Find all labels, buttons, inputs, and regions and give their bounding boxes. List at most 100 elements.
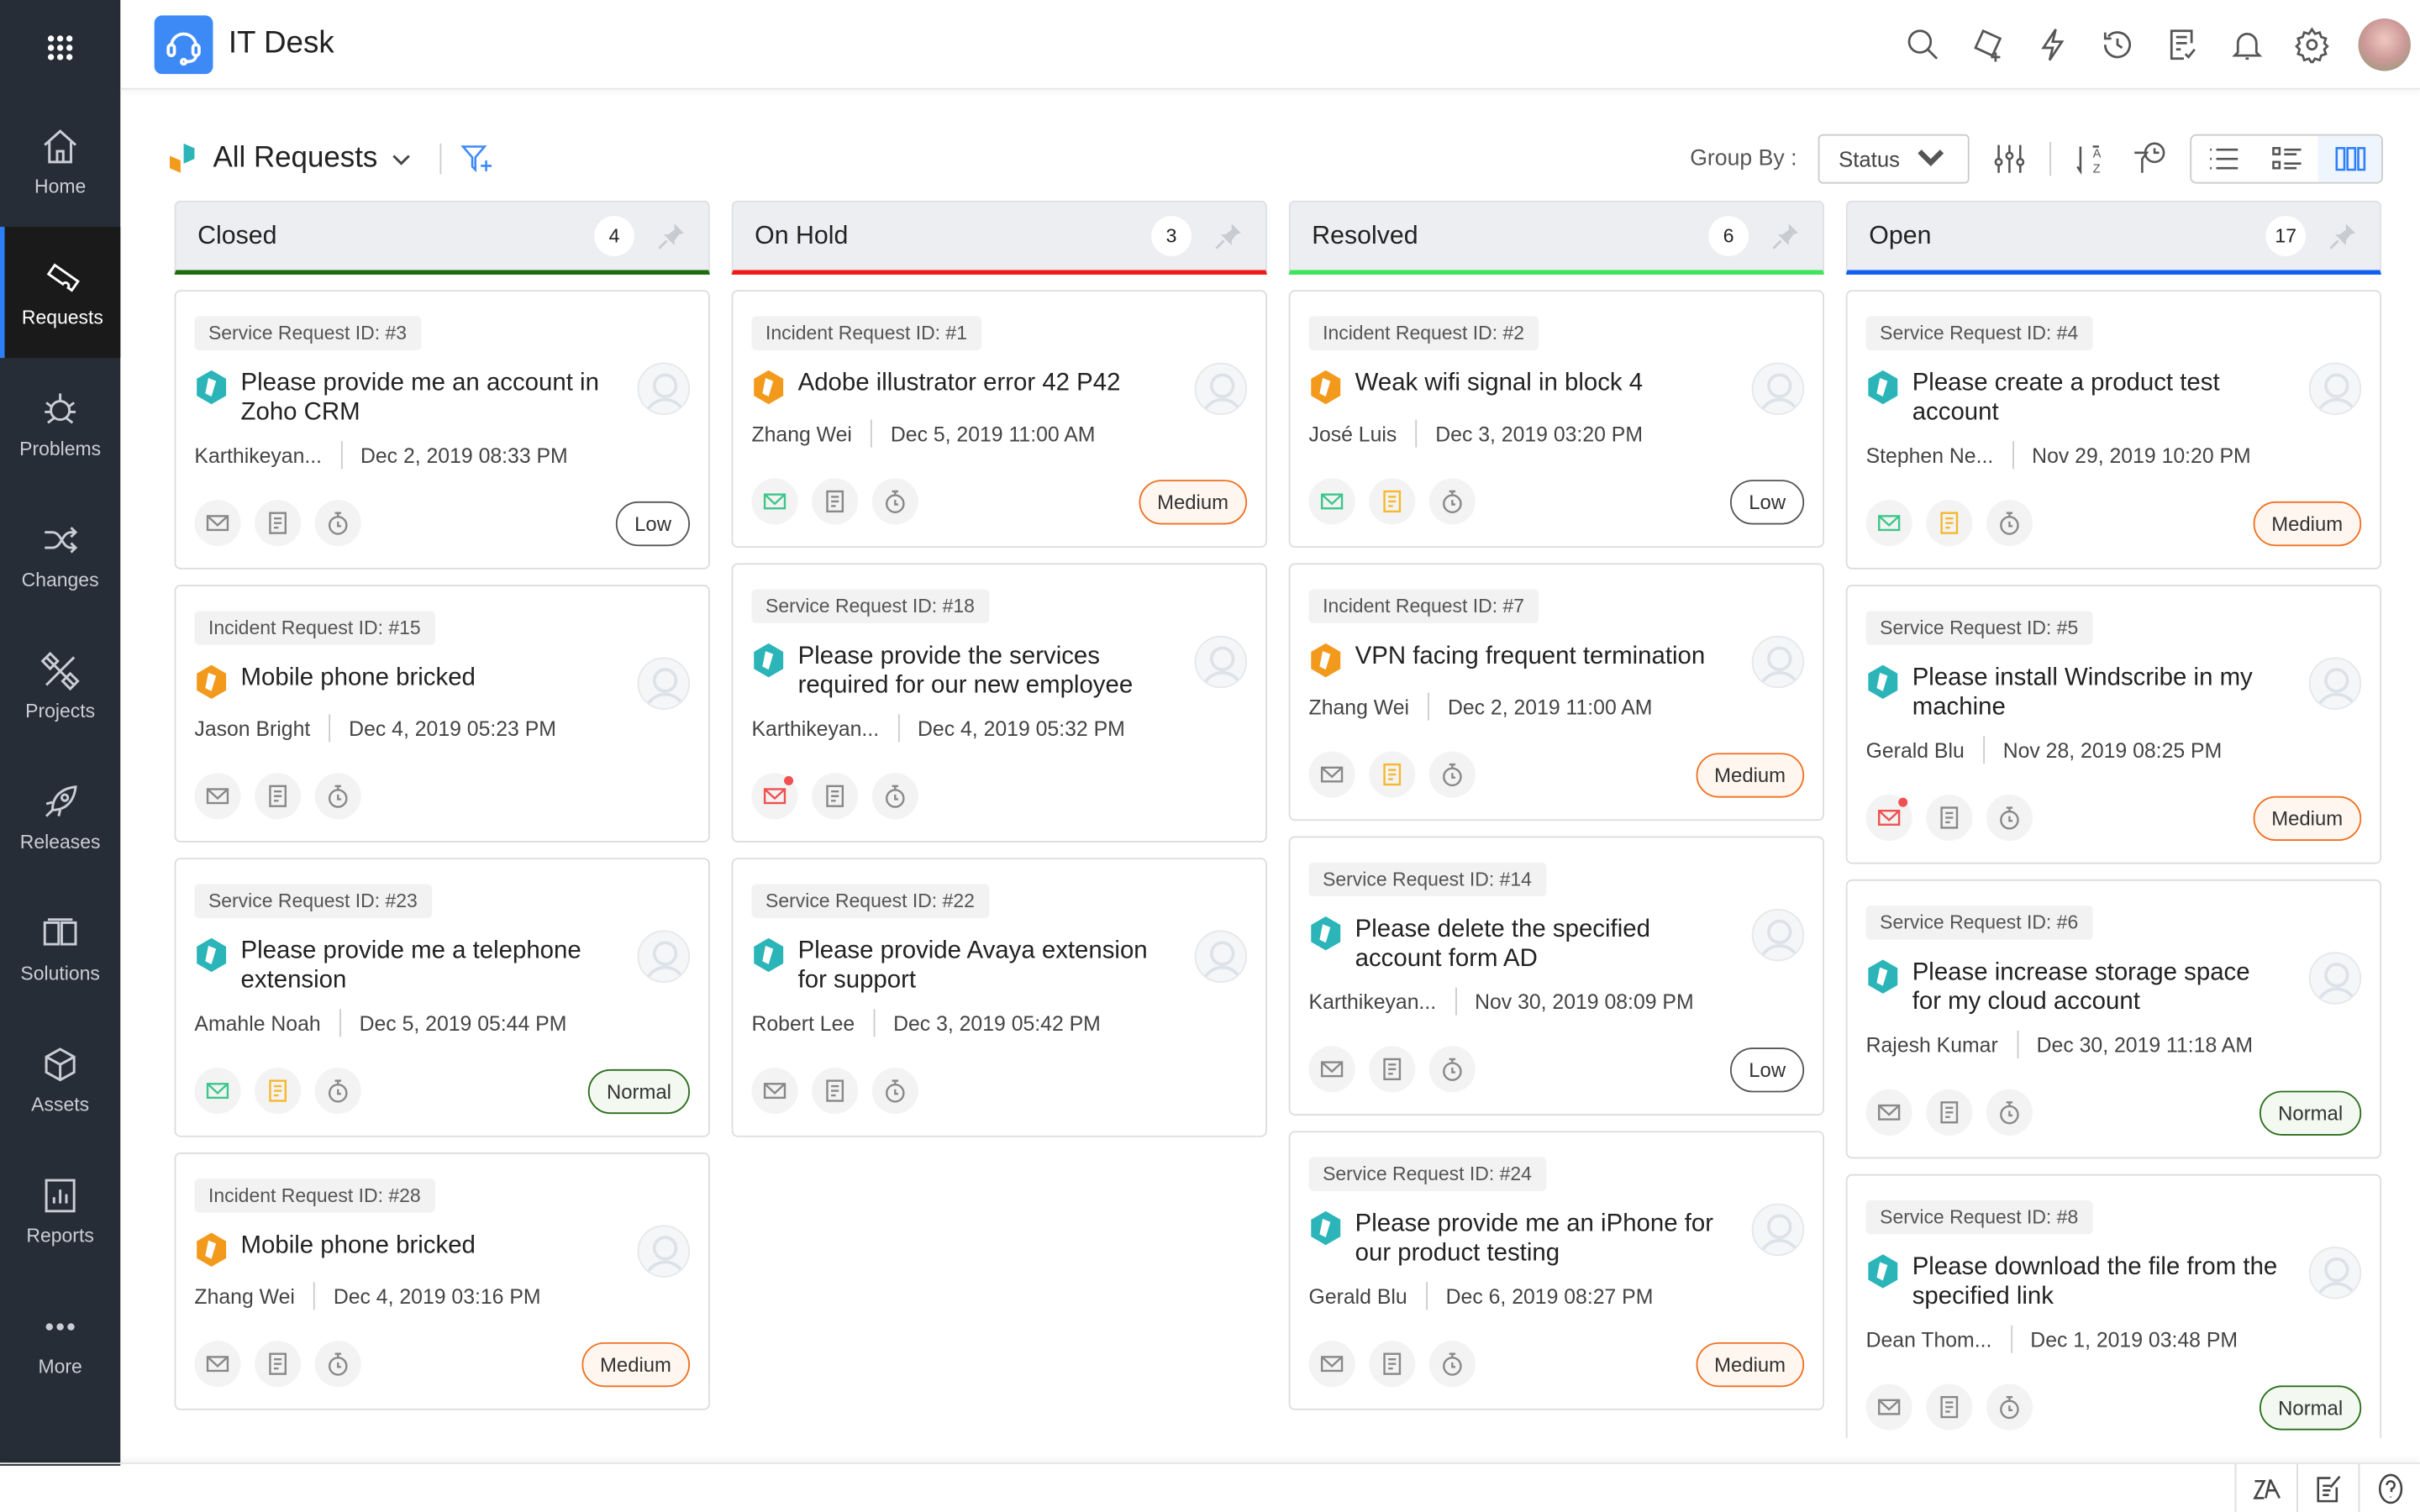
priority-badge[interactable]: Medium [581,1341,691,1387]
request-title[interactable]: Please provide the services required for… [797,643,1134,700]
timer-button[interactable] [1986,1383,2033,1431]
request-title[interactable]: Mobile phone bricked [240,1232,476,1259]
conversations-button[interactable] [194,1068,241,1115]
pin-icon[interactable] [1770,221,1802,252]
request-card[interactable]: Incident Request ID: #7 VPN facing freque… [1288,563,1825,822]
sort-az-icon[interactable]: AZ [2073,140,2110,177]
timer-button[interactable] [314,500,361,547]
request-card[interactable]: Service Request ID: #4 Please create a pr… [1845,290,2382,570]
sidebar-item-more[interactable]: More [0,1276,120,1407]
conversations-button[interactable] [1308,751,1355,798]
request-id[interactable]: Incident Request ID: #15 [194,611,435,645]
timer-button[interactable] [1428,1046,1476,1093]
request-id[interactable]: Service Request ID: #14 [1308,862,1546,897]
timer-button[interactable] [314,773,361,820]
priority-badge[interactable]: Low [1730,479,1805,524]
request-title[interactable]: Please install Windscribe in my machine [1912,664,2253,721]
technician-avatar[interactable] [1751,362,1805,416]
notes-button[interactable] [812,773,859,820]
request-card[interactable]: Service Request ID: #5 Please install Win… [1845,585,2382,864]
request-title[interactable]: VPN facing frequent termination [1355,643,1706,670]
conversations-button[interactable] [194,500,241,547]
technician-avatar[interactable] [2308,952,2362,1005]
conversations-button[interactable] [751,478,798,525]
list-view-button[interactable] [2191,136,2254,182]
timer-button[interactable] [314,1068,361,1115]
tasks-icon[interactable] [2164,25,2201,62]
request-card[interactable]: Service Request ID: #3 Please provide me … [174,290,710,570]
notes-button[interactable] [812,1068,859,1115]
pin-icon[interactable] [2328,221,2359,252]
request-title[interactable]: Please provide me an account in Zoho CRM [240,370,599,426]
conversations-button[interactable] [194,1341,241,1388]
technician-avatar[interactable] [1751,1203,1805,1257]
conversations-button[interactable] [1865,500,1912,547]
request-card[interactable]: Service Request ID: #8 Please download th… [1845,1173,2382,1438]
notes-button[interactable] [1926,1383,1973,1431]
sidebar-item-requests[interactable]: Requests [0,226,121,359]
timer-button[interactable] [871,773,918,820]
new-request-icon[interactable] [1970,25,2007,62]
request-id[interactable]: Incident Request ID: #1 [751,316,981,350]
timer-button[interactable] [1986,1089,2033,1136]
request-card[interactable]: Service Request ID: #22 Please provide Av… [731,858,1267,1137]
conversations-button[interactable] [1865,1089,1912,1136]
technician-avatar[interactable] [1194,362,1248,416]
card-list-view-button[interactable] [2254,136,2317,182]
request-card[interactable]: Incident Request ID: #2 Weak wifi signal … [1288,290,1825,549]
timer-button[interactable] [871,478,918,525]
request-title[interactable]: Weak wifi signal in block 4 [1355,370,1644,397]
technician-avatar[interactable] [1194,635,1248,689]
request-title[interactable]: Please create a product test account [1912,370,2220,426]
conversations-button[interactable] [751,773,798,820]
request-id[interactable]: Incident Request ID: #7 [1308,589,1539,624]
bell-icon[interactable] [2228,25,2265,62]
conversations-button[interactable] [1308,1341,1355,1388]
pin-icon[interactable] [1213,221,1244,252]
sidebar-item-changes[interactable]: Changes [0,489,120,620]
request-title[interactable]: Please download the file from the specif… [1912,1254,2278,1310]
request-id[interactable]: Service Request ID: #6 [1865,906,2092,940]
sidebar-item-home[interactable]: Home [0,96,120,227]
group-by-select[interactable]: Status [1818,134,1970,184]
priority-badge[interactable]: Medium [1696,1341,1805,1387]
gear-icon[interactable] [2293,25,2330,63]
timer-button[interactable] [314,1341,361,1388]
technician-avatar[interactable] [1751,635,1805,689]
timer-button[interactable] [871,1068,918,1115]
technician-avatar[interactable] [1194,930,1248,983]
request-card[interactable]: Service Request ID: #14 Please delete the… [1288,836,1825,1116]
technician-avatar[interactable] [637,657,691,710]
request-id[interactable]: Service Request ID: #23 [194,884,432,918]
filter-history-icon[interactable] [2132,140,2169,177]
technician-avatar[interactable] [637,930,691,983]
timer-button[interactable] [1986,500,2033,547]
zia-button[interactable] [2234,1464,2296,1512]
timer-button[interactable] [1428,751,1476,798]
notes-button[interactable] [255,1341,302,1388]
request-title[interactable]: Please provide me an iPhone for our prod… [1355,1210,1714,1267]
priority-badge[interactable]: Medium [2253,501,2362,546]
notes-button[interactable] [1369,478,1416,525]
conversations-button[interactable] [1308,478,1355,525]
request-id[interactable]: Service Request ID: #22 [751,884,989,918]
technician-avatar[interactable] [2308,362,2362,416]
notes-button[interactable] [1369,751,1416,798]
priority-badge[interactable]: Medium [1139,479,1248,524]
notes-button[interactable] [1369,1341,1416,1388]
app-launcher-button[interactable] [0,0,120,96]
column-settings-icon[interactable] [1991,140,2028,177]
priority-badge[interactable]: Low [616,501,691,546]
conversations-button[interactable] [1865,1383,1912,1431]
priority-badge[interactable]: Normal [2260,1089,2362,1135]
timer-button[interactable] [1428,1341,1476,1388]
view-selector[interactable]: All Requests [164,140,412,177]
notes-button[interactable] [812,478,859,525]
notes-button[interactable] [255,1068,302,1115]
notes-button[interactable] [1369,1046,1416,1093]
priority-badge[interactable]: Low [1730,1047,1805,1092]
request-card[interactable]: Service Request ID: #24 Please provide me… [1288,1131,1825,1410]
notes-button[interactable] [1926,794,1973,842]
search-icon[interactable] [1905,25,1942,62]
lightning-icon[interactable] [2034,25,2071,62]
